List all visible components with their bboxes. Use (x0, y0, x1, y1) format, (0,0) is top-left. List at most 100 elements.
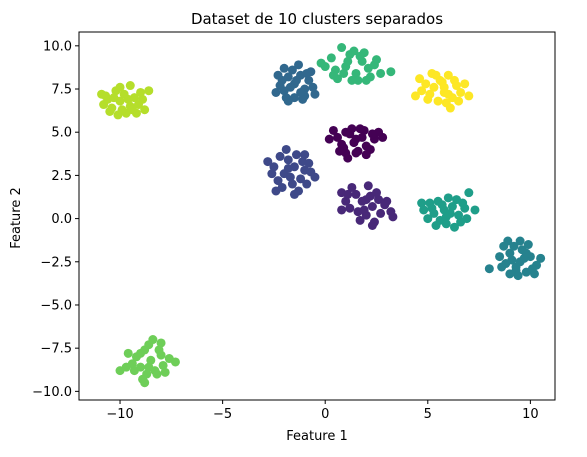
scatter-point (382, 196, 392, 206)
scatter-point (361, 150, 371, 160)
scatter-point (158, 360, 168, 370)
scatter-point (283, 163, 293, 173)
scatter-point (388, 212, 398, 222)
scatter-point (127, 105, 137, 115)
scatter-point (154, 345, 164, 355)
scatter-point (347, 124, 357, 134)
scatter-point (328, 125, 338, 135)
y-tick-label: 7.5 (51, 83, 72, 98)
scatter-point (144, 86, 154, 96)
scatter-point (148, 335, 158, 345)
y-tick-label: −10.0 (32, 385, 72, 400)
scatter-point (267, 169, 277, 179)
scatter-point (513, 271, 523, 281)
scatter-point (374, 195, 384, 205)
y-tick-label: 5.0 (51, 126, 72, 141)
scatter-point (345, 203, 355, 213)
scatter-point (285, 82, 295, 92)
scatter-point (123, 94, 133, 104)
scatter-point (283, 155, 293, 165)
x-tick-label: 0 (321, 407, 329, 422)
scatter-point (417, 198, 427, 208)
scatter-point (367, 221, 377, 230)
scatter-point (417, 86, 427, 96)
scatter-point (271, 87, 281, 97)
scatter-point (423, 94, 433, 104)
scatter-point (99, 100, 109, 110)
scatter-point (129, 366, 139, 376)
scatter-point (337, 205, 347, 215)
scatter-point (97, 89, 107, 99)
scatter-point (351, 148, 361, 158)
scatter-point (357, 132, 367, 142)
scatter-point (495, 252, 505, 262)
x-tick-label: 10 (522, 407, 539, 422)
x-tick-label: −5 (213, 407, 232, 422)
scatter-point (291, 75, 301, 85)
scatter-point (125, 81, 135, 91)
scatter-point (454, 210, 464, 220)
scatter-point (447, 202, 457, 211)
chart-title: Dataset de 10 clusters separados (191, 10, 443, 28)
scatter-point (337, 188, 347, 198)
scatter-point (298, 94, 308, 104)
scatter-point (144, 362, 154, 372)
scatter-point (294, 60, 304, 70)
scatter-point (310, 172, 320, 182)
scatter-point (359, 205, 369, 215)
scatter-point (146, 355, 156, 365)
scatter-point (296, 87, 306, 97)
scatter-point (497, 262, 507, 272)
scatter-point (484, 264, 494, 274)
scatter-point (507, 255, 517, 265)
scatter-point (343, 56, 353, 66)
scatter-point (273, 176, 283, 186)
scatter-point (136, 348, 146, 358)
scatter-point (521, 248, 531, 258)
scatter-point (263, 157, 273, 167)
scatter-point (464, 91, 474, 101)
scatter-point (441, 219, 451, 229)
scatter-point (308, 82, 318, 92)
scatter-point (123, 348, 133, 358)
scatter-point (349, 138, 359, 148)
scatter-point (460, 79, 470, 89)
scatter-point (152, 369, 162, 379)
scatter-point (271, 186, 281, 196)
scatter-point (170, 357, 180, 367)
scatter-point (113, 110, 123, 120)
scatter-point (376, 208, 386, 218)
scatter-point (347, 182, 357, 192)
scatter-point (503, 236, 513, 246)
scatter-point (536, 253, 546, 263)
scatter-point (337, 43, 347, 53)
scatter-point (269, 162, 279, 172)
scatter-point (105, 106, 115, 116)
scatter-point (289, 189, 299, 199)
scatter-point (454, 96, 464, 106)
x-tick-label: 5 (424, 407, 432, 422)
scatter-point (505, 269, 515, 279)
scatter-point (275, 151, 285, 161)
scatter-point (449, 75, 459, 85)
scatter-point (523, 240, 533, 250)
scatter-point (353, 75, 363, 85)
scatter-point (316, 58, 326, 68)
y-tick-label: 0.0 (51, 212, 72, 227)
scatter-point (509, 241, 519, 251)
plot-area-frame (78, 31, 556, 401)
scatter-point (156, 338, 166, 348)
scatter-point (109, 93, 119, 103)
scatter-point (511, 262, 521, 272)
ticks-layer: −10 −5 0 5 10 −10.0 −7.5 −5.0 −2.5 0.0 2.5 5.0 7.5 10… (32, 39, 538, 422)
scatter-point (443, 193, 453, 203)
scatter-point (287, 65, 297, 75)
scatter-point (470, 205, 480, 215)
scatter-point (341, 196, 351, 206)
scatter-point (445, 103, 455, 113)
scatter-point (160, 367, 170, 377)
scatter-point (279, 63, 289, 73)
scatter-point (298, 157, 308, 167)
points-layer (97, 43, 546, 388)
